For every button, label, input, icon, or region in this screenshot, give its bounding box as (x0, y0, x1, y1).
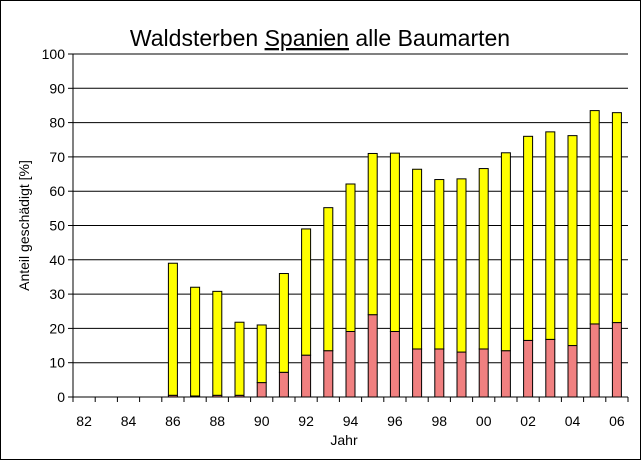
bar-segment-lower (500, 350, 511, 398)
bar-segment-lower (545, 338, 556, 398)
y-tick-label: 50 (49, 218, 65, 234)
bar-segment-upper (589, 110, 600, 325)
y-tick-label: 40 (49, 252, 65, 268)
y-tick-label: 30 (49, 286, 65, 302)
y-tick-label: 0 (57, 389, 65, 405)
bar-segment-lower (278, 371, 289, 398)
bar-segment-lower (412, 348, 423, 398)
chart-title: Waldsterben Spanien alle Baumarten (130, 25, 510, 51)
bar-segment-lower (456, 351, 467, 398)
x-tick-label: 06 (609, 413, 625, 429)
bar-segment-upper (500, 152, 511, 352)
y-tick-label: 60 (49, 183, 65, 199)
x-tick-label: 96 (387, 413, 403, 429)
x-tick-label: 04 (565, 413, 581, 429)
y-tick-label: 20 (49, 320, 65, 336)
bars (167, 110, 622, 398)
bar-segment-upper (256, 324, 267, 384)
bar-segment-upper (567, 135, 578, 347)
bar-segment-lower (434, 348, 445, 398)
y-tick-label: 90 (49, 80, 65, 96)
bar-segment-upper (301, 228, 312, 356)
x-tick-label: 94 (343, 413, 359, 429)
bar-segment-upper (434, 179, 445, 350)
x-tick-label: 82 (76, 413, 92, 429)
x-tick-label: 00 (476, 413, 492, 429)
bar-segment-upper (278, 273, 289, 373)
bar-segment-upper (367, 152, 378, 316)
bar-segment-upper (234, 321, 245, 396)
y-axis-label: Anteil geschädigt [%] (16, 160, 32, 291)
bar-segment-upper (323, 207, 334, 352)
bar-segment-upper (190, 286, 201, 397)
x-tick-label: 98 (432, 413, 448, 429)
chart-title-part: alle Baumarten (349, 25, 510, 51)
bar-segment-lower (589, 323, 600, 398)
y-tick-label: 80 (49, 115, 65, 131)
bar-segment-lower (256, 382, 267, 398)
axes: 0 10 20 30 40 50 60 70 80 90 100 82 84 86 88 90 92 94 96 98… (42, 46, 629, 429)
bar-segment-lower (389, 330, 400, 398)
bar-segment-upper (545, 131, 556, 340)
bar-segment-lower (478, 348, 489, 398)
bar-segment-lower (567, 345, 578, 398)
bar-segment-upper (523, 135, 534, 341)
bar-segment-upper (478, 168, 489, 350)
x-tick-label: 02 (520, 413, 536, 429)
chart-title-part: Spanien (265, 25, 349, 51)
bar-segment-lower (345, 330, 356, 398)
bar-segment-lower (367, 314, 378, 398)
x-axis-label: Jahr (330, 432, 358, 448)
bar-segment-upper (389, 152, 400, 332)
bar-segment-lower (301, 354, 312, 398)
x-tick-label: 92 (298, 413, 314, 429)
bar-segment-lower (523, 339, 534, 398)
bar-segment-upper (611, 112, 622, 324)
x-tick-label: 88 (210, 413, 226, 429)
bar-segment-upper (412, 168, 423, 350)
y-tick-label: 70 (49, 149, 65, 165)
x-tick-label: 90 (254, 413, 270, 429)
bar-segment-lower (323, 350, 334, 398)
bar-segment-upper (345, 183, 356, 332)
chart-title-part: Waldsterben (130, 25, 265, 51)
y-tick-label: 100 (42, 46, 66, 62)
x-tick-label: 84 (121, 413, 137, 429)
bar-segment-upper (212, 290, 223, 396)
bar-segment-upper (167, 262, 178, 396)
y-tick-label: 10 (49, 355, 65, 371)
bar-segment-lower (611, 322, 622, 398)
x-tick-label: 86 (165, 413, 181, 429)
bar-segment-upper (456, 178, 467, 353)
